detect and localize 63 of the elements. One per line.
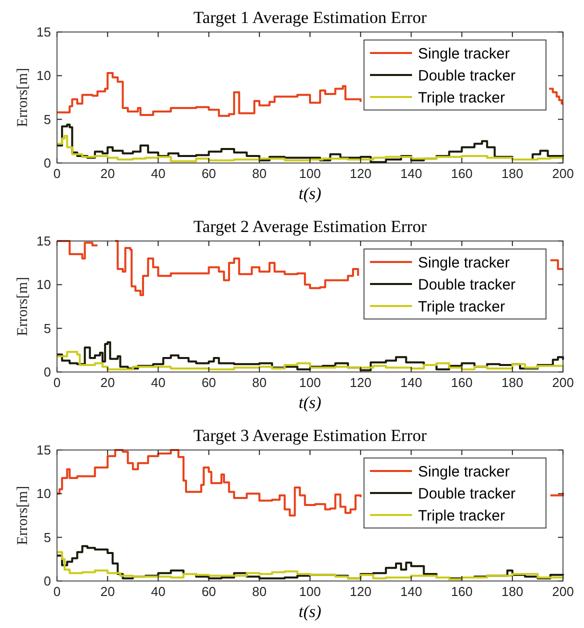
x-tick-label: 80 (252, 375, 267, 390)
y-tick-label: 10 (36, 68, 51, 84)
legend-label: Single tracker (418, 254, 510, 272)
x-tick-label: 120 (350, 166, 372, 181)
legend-label: Single tracker (418, 45, 510, 62)
x-tick-label: 160 (450, 584, 473, 599)
legend-label: Double tracker (418, 485, 516, 502)
x-tick-label: 20 (100, 166, 115, 181)
y-tick-label: 5 (44, 530, 51, 545)
y-tick-label: 5 (44, 112, 51, 127)
x-tick-label: 160 (450, 375, 473, 390)
legend-label: Triple tracker (418, 298, 505, 316)
y-tick-label: 5 (44, 320, 51, 336)
x-tick-label: 60 (202, 166, 216, 181)
x-tick-label: 160 (450, 166, 473, 181)
y-axis-title: Errors[m] (15, 68, 31, 128)
y-axis-title: Errors[m] (15, 276, 31, 336)
x-tick-label: 180 (502, 166, 524, 181)
y-tick-label: 0 (44, 574, 51, 589)
x-tick-label: 100 (299, 584, 321, 599)
legend-label: Triple tracker (418, 89, 505, 106)
x-tick-label: 0 (53, 375, 61, 390)
x-tick-label: 60 (202, 375, 216, 390)
chart-title: Target 1 Average Estimation Error (193, 8, 427, 27)
y-tick-label: 0 (44, 156, 51, 171)
x-tick-label: 200 (552, 584, 574, 599)
chart-title: Target 3 Average Estimation Error (193, 426, 427, 445)
y-tick-label: 15 (36, 234, 51, 249)
x-tick-label: 180 (502, 584, 524, 599)
x-tick-label: 80 (252, 166, 267, 181)
x-tick-label: 20 (100, 584, 115, 599)
y-tick-label: 10 (36, 277, 51, 292)
x-tick-label: 40 (150, 166, 166, 181)
x-tick-label: 180 (502, 375, 524, 390)
x-tick-label: 80 (252, 584, 267, 599)
x-tick-label: 140 (400, 166, 422, 181)
legend-label: Double tracker (418, 276, 516, 294)
x-tick-label: 40 (150, 584, 166, 599)
legend-label: Triple tracker (418, 507, 505, 524)
x-tick-label: 0 (53, 166, 61, 181)
y-tick-label: 15 (36, 442, 51, 458)
y-tick-label: 15 (36, 24, 51, 40)
x-tick-label: 140 (400, 584, 422, 599)
x-tick-label: 140 (400, 375, 422, 390)
x-tick-label: 200 (552, 375, 574, 390)
x-tick-label: 0 (53, 584, 61, 599)
x-tick-label: 120 (350, 584, 372, 599)
x-axis-title: t(s) (298, 184, 322, 203)
x-tick-label: 60 (202, 584, 216, 599)
y-tick-label: 0 (44, 364, 51, 380)
x-tick-label: 100 (299, 166, 321, 181)
x-axis-title: t(s) (298, 602, 322, 621)
x-tick-label: 120 (350, 375, 372, 390)
x-tick-label: 40 (150, 375, 166, 390)
x-tick-label: 20 (100, 375, 115, 390)
y-tick-label: 10 (36, 486, 51, 502)
x-tick-label: 200 (552, 166, 574, 181)
legend-label: Double tracker (418, 67, 516, 84)
y-axis-title: Errors[m] (15, 486, 31, 546)
legend-label: Single tracker (418, 463, 510, 480)
chart-title: Target 2 Average Estimation Error (193, 217, 427, 236)
x-axis-title: t(s) (298, 393, 322, 412)
x-tick-label: 100 (299, 375, 321, 390)
